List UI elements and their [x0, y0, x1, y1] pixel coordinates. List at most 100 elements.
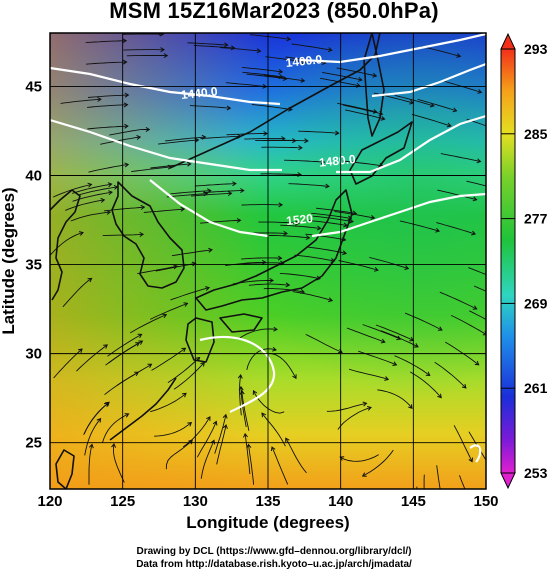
- streamline-arrowhead: [361, 472, 367, 477]
- contour-label: 1440.0: [180, 84, 218, 102]
- streamline: [312, 215, 354, 223]
- streamline-arrowhead: [222, 413, 228, 419]
- streamline: [88, 164, 129, 173]
- streamline-arrowhead: [237, 374, 243, 379]
- streamline-arrowhead: [278, 202, 284, 208]
- streamline: [394, 94, 434, 107]
- streamline-arrowhead: [441, 501, 445, 505]
- streamline: [103, 206, 145, 212]
- streamline: [150, 393, 187, 413]
- contour-label: 1400.0: [285, 52, 323, 70]
- streamline: [70, 211, 111, 222]
- streamline-arrowhead: [272, 346, 277, 352]
- streamline-arrowhead: [159, 33, 165, 37]
- colorbar-tick-label: 261: [524, 380, 548, 396]
- streamline: [251, 103, 292, 111]
- streamline-arrowhead: [181, 392, 187, 398]
- streamline: [200, 440, 215, 479]
- streamline: [151, 347, 186, 371]
- x-tick-label: 135: [255, 493, 280, 510]
- streamline-arrowhead: [283, 230, 288, 236]
- streamline: [451, 314, 486, 335]
- colorbar-top-arrow: [500, 32, 516, 50]
- streamline: [436, 222, 476, 235]
- streamline-arrowhead: [187, 422, 193, 427]
- colorbar-tick-label: 269: [524, 295, 548, 311]
- streamline-arrowhead: [134, 371, 140, 377]
- streamline-arrowhead: [320, 159, 326, 165]
- y-tick-label: 30: [25, 346, 42, 363]
- coastline-sakhalin: [363, 33, 385, 137]
- streamline: [311, 212, 352, 219]
- streamline: [50, 232, 84, 256]
- streamline-arrowhead: [100, 197, 106, 203]
- streamline: [246, 348, 277, 371]
- streamline-arrowhead: [304, 138, 309, 144]
- streamline: [288, 183, 329, 187]
- streamline: [264, 74, 305, 82]
- streamline-arrowhead: [373, 266, 379, 272]
- streamline-arrowhead: [298, 145, 303, 151]
- streamline-arrowhead: [416, 523, 420, 527]
- streamline: [87, 125, 128, 130]
- streamline: [200, 219, 241, 224]
- streamline-arrowhead: [413, 343, 419, 348]
- streamline-arrowhead: [372, 72, 378, 78]
- streamline-arrowhead: [261, 259, 267, 265]
- streamline: [280, 224, 321, 229]
- streamline-arrowhead: [240, 188, 245, 194]
- streamline-arrowhead: [208, 247, 213, 253]
- streamline: [241, 257, 282, 260]
- streamline: [362, 324, 401, 340]
- streamline-arrowhead: [286, 36, 292, 42]
- streamline: [220, 47, 261, 52]
- streamline-arrowhead: [446, 122, 452, 128]
- streamline-arrowhead: [285, 282, 291, 288]
- streamline-arrowhead: [163, 53, 169, 59]
- streamline-arrowhead: [104, 402, 109, 407]
- streamline-arrowhead: [105, 401, 110, 407]
- streamline: [108, 340, 143, 364]
- streamline: [241, 390, 250, 431]
- streamline-arrowhead: [437, 393, 442, 399]
- streamline: [411, 113, 451, 127]
- streamline: [129, 314, 167, 334]
- streamline-arrowhead: [123, 102, 129, 108]
- streamline-arrowhead: [342, 250, 348, 256]
- streamline-arrowhead: [380, 338, 386, 344]
- streamline: [423, 474, 425, 489]
- streamline-arrowhead: [87, 277, 93, 283]
- streamline: [348, 368, 389, 380]
- y-tick-label: 40: [25, 168, 42, 185]
- streamline-arrowhead: [472, 196, 478, 202]
- streamline: [241, 66, 283, 73]
- streamline: [306, 246, 347, 254]
- streamline-arrowhead: [180, 206, 186, 212]
- streamline: [346, 327, 385, 343]
- streamline-arrowhead: [424, 511, 428, 515]
- streamline-arrowhead: [230, 45, 236, 51]
- streamline-arrowhead: [372, 108, 378, 114]
- contour-line-1560: [199, 335, 276, 413]
- streamline: [84, 418, 101, 456]
- streamline-arrowhead: [227, 191, 233, 197]
- streamline: [88, 444, 93, 485]
- colorbar-ticks: 253 261 269 277 285 293: [501, 41, 548, 481]
- geopotential-contours: [50, 33, 486, 463]
- streamline-arrowhead: [349, 218, 354, 224]
- coastline-shikoku: [219, 313, 263, 333]
- streamline-arrowhead: [88, 443, 94, 449]
- streamline: [263, 288, 305, 293]
- streamline-arrowhead: [256, 48, 262, 54]
- streamline: [298, 130, 339, 134]
- streamline-arrowhead: [347, 215, 353, 221]
- streamline: [248, 283, 290, 286]
- streamline: [173, 362, 205, 390]
- streamline-arrowhead: [468, 457, 473, 463]
- streamline-arrowhead: [206, 188, 212, 194]
- streamline-arrowhead: [232, 181, 237, 187]
- streamline-arrowhead: [273, 326, 278, 332]
- streamline: [399, 220, 440, 232]
- streamline: [216, 424, 227, 465]
- y-tick-label: 35: [25, 257, 42, 274]
